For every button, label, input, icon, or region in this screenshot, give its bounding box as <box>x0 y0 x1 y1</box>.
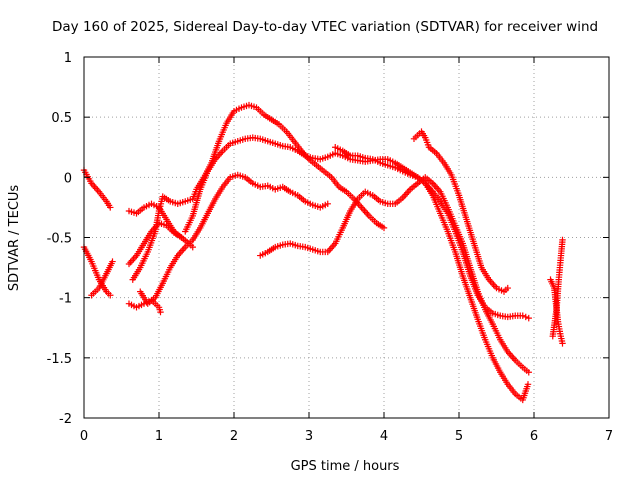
y-tick-label: 0.5 <box>51 111 72 126</box>
data-point <box>324 200 331 208</box>
data-point <box>189 243 196 251</box>
y-tick-label: -1 <box>59 292 72 307</box>
data-point <box>525 369 532 376</box>
data-point <box>524 381 532 388</box>
x-tick-label: 5 <box>455 429 463 444</box>
y-tick-label: 0 <box>64 171 72 186</box>
x-axis-title: GPS time / hours <box>291 459 400 474</box>
data-point-sample <box>522 313 529 321</box>
data-point <box>178 234 185 241</box>
x-tick-label: 4 <box>380 429 388 444</box>
data-point <box>109 258 116 265</box>
x-tick-label: 7 <box>605 429 613 444</box>
y-axis-title: SDTVAR / TECUs <box>7 185 22 292</box>
x-tick-label: 0 <box>80 429 88 444</box>
y-tick-label: 1 <box>64 51 72 66</box>
x-tick-label: 6 <box>530 429 538 444</box>
x-tick-label: 3 <box>305 429 313 444</box>
y-tick-label: -2 <box>59 412 72 427</box>
chart-title: Day 160 of 2025, Sidereal Day-to-day VTE… <box>52 19 598 35</box>
x-tick-label: 2 <box>230 429 238 444</box>
grid-lines <box>84 57 609 418</box>
y-tick-label: -1.5 <box>47 352 72 367</box>
axis-labels: Day 160 of 2025, Sidereal Day-to-day VTE… <box>7 19 598 474</box>
data-point <box>107 292 114 299</box>
data-point <box>157 308 164 316</box>
data-point <box>525 314 532 322</box>
data-point <box>107 204 114 211</box>
data-point <box>504 284 511 292</box>
plot-frame: 0 1 2 3 4 5 6 7 1 0.5 0 -0.5 -1 -1.5 -2 <box>47 51 614 444</box>
data-point <box>380 224 388 232</box>
plot-border <box>83 56 610 419</box>
data-points <box>80 101 566 404</box>
data-point <box>519 312 526 319</box>
y-tick-label: -0.5 <box>47 232 72 247</box>
data-point <box>559 236 566 244</box>
data-point <box>559 340 566 347</box>
x-tick-label: 1 <box>155 429 163 444</box>
